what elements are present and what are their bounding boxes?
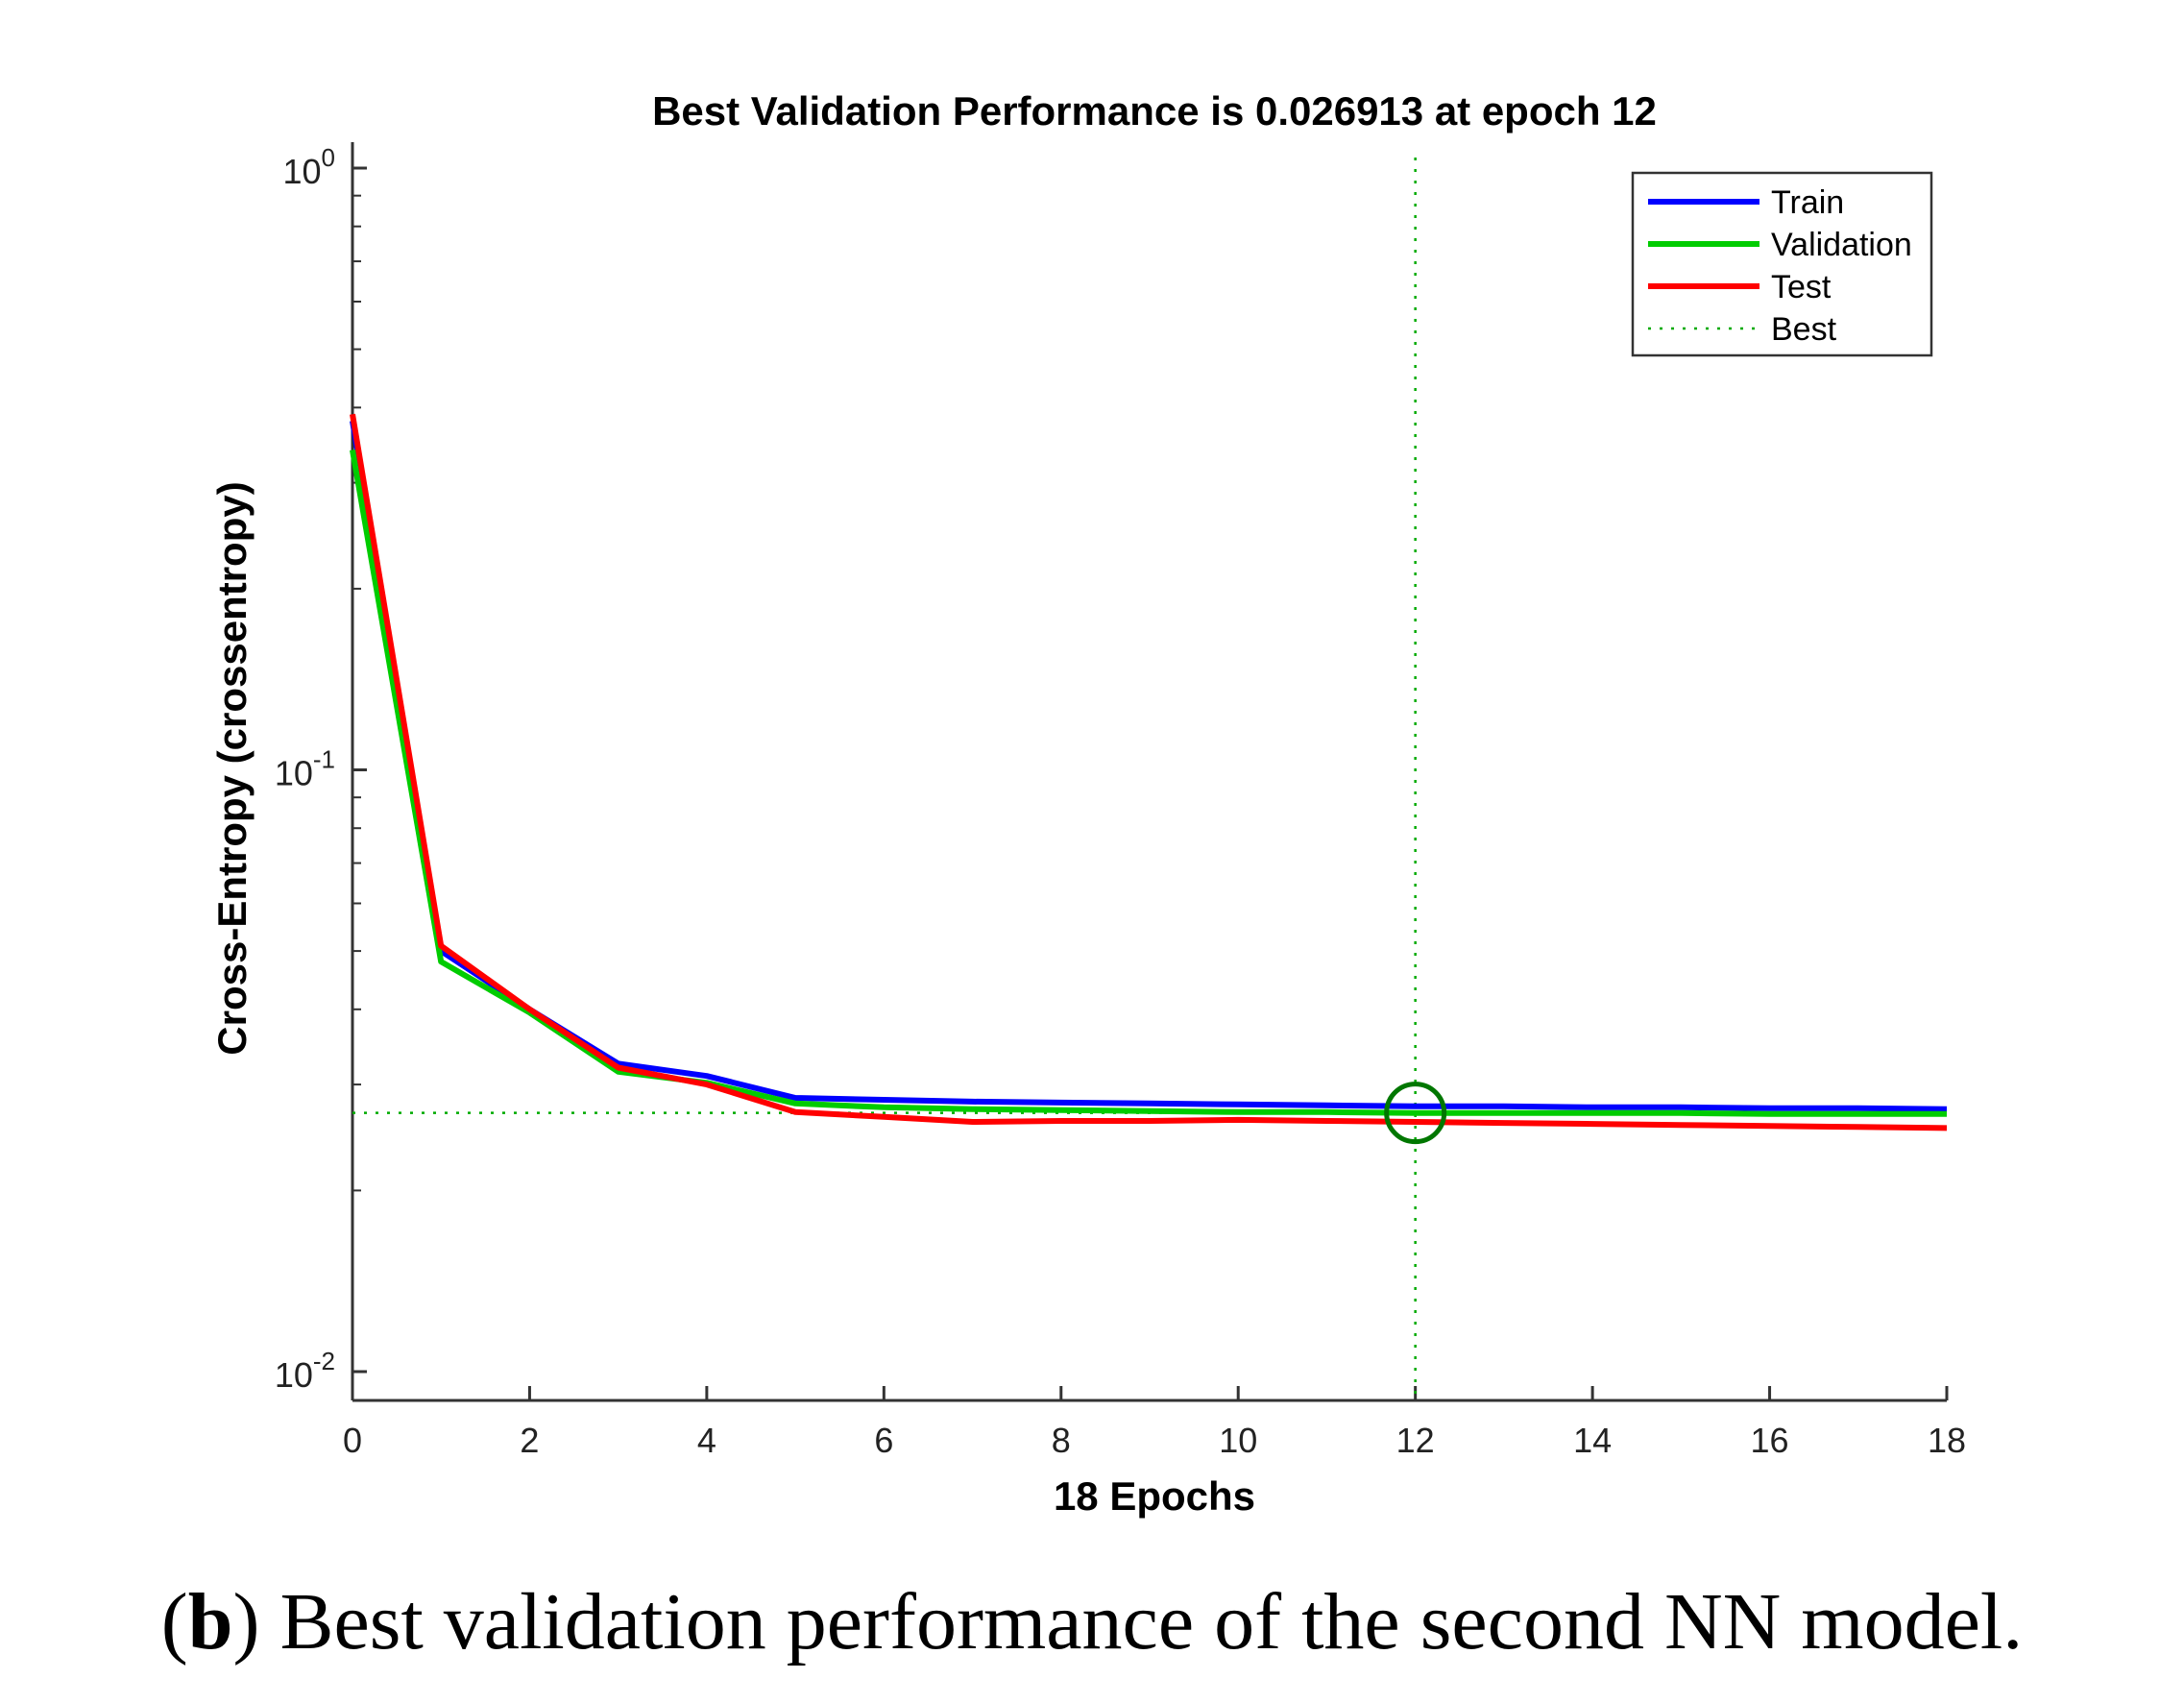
figure-caption: (b) Best validation performance of the s…	[160, 1577, 2024, 1667]
chart-title: Best Validation Performance is 0.026913 …	[652, 88, 1657, 134]
x-tick-label: 2	[520, 1421, 539, 1460]
x-tick-label: 12	[1396, 1421, 1435, 1460]
x-tick-label: 0	[343, 1421, 362, 1460]
axes: 0 2 4 6 8 10 12 14 16 18 100 10-1 10-2	[275, 142, 1966, 1460]
legend: Train Validation Test Best	[1631, 171, 1933, 357]
caption-label: b	[187, 1577, 233, 1667]
y-tick-label: 10-2	[275, 1347, 335, 1395]
best-marker-circle	[1384, 1082, 1447, 1145]
x-tick-label: 16	[1751, 1421, 1789, 1460]
y-tick-label: 100	[282, 143, 335, 191]
series-line-test	[350, 413, 1948, 1131]
series-line-train	[350, 420, 1948, 1112]
legend-label-validation: Validation	[1771, 227, 1912, 263]
x-tick-label: 8	[1052, 1421, 1071, 1460]
y-axis-label: Cross-Entropy (crossentropy)	[209, 481, 255, 1055]
y-tick-label: 10-1	[275, 745, 335, 793]
x-tick-label: 6	[874, 1421, 893, 1460]
legend-box	[1631, 171, 1933, 357]
x-tick-label: 4	[697, 1421, 716, 1460]
x-axis-label: 18 Epochs	[1054, 1473, 1255, 1519]
series-line-validation	[350, 449, 1947, 1117]
legend-label-train: Train	[1771, 184, 1844, 221]
series-lines	[350, 413, 1948, 1131]
x-tick-label: 18	[1928, 1421, 1966, 1460]
legend-label-best: Best	[1771, 311, 1837, 348]
best-marker	[1384, 1082, 1447, 1145]
x-tick-label: 14	[1573, 1421, 1612, 1460]
caption-text: Best validation performance of the secon…	[279, 1577, 2024, 1667]
legend-label-test: Test	[1771, 269, 1832, 305]
x-tick-label: 10	[1219, 1421, 1257, 1460]
